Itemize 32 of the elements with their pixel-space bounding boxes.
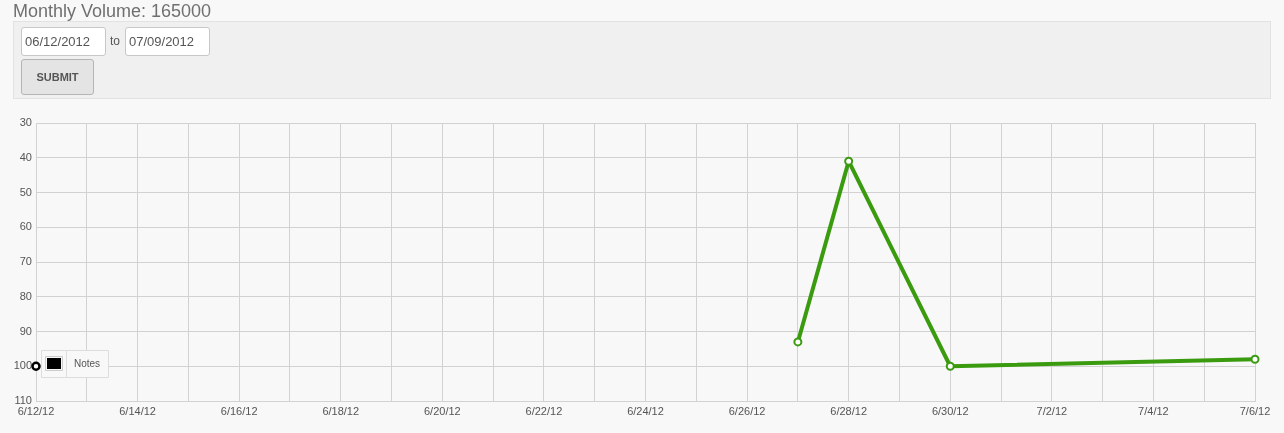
legend-label: Notes xyxy=(73,357,101,369)
x-tick-label: 6/22/12 xyxy=(525,404,563,417)
point xyxy=(945,361,955,371)
x-tick-label: 7/6/12 xyxy=(1239,404,1271,417)
point xyxy=(1250,354,1260,364)
x-tick-label: 6/30/12 xyxy=(931,404,969,417)
y-tick-label: 90 xyxy=(19,324,32,337)
point xyxy=(793,337,803,347)
x-tick-label: 6/12/12 xyxy=(17,404,55,417)
y-tick-label: 40 xyxy=(19,150,32,163)
x-tick-label: 7/2/12 xyxy=(1036,404,1068,417)
chart-title: Monthly Volume: 165000 xyxy=(13,0,212,22)
x-tick-label: 6/28/12 xyxy=(830,404,868,417)
date-field: 06/12/2012 xyxy=(21,27,106,56)
y-tick-label: 30 xyxy=(19,116,32,129)
point xyxy=(31,361,41,371)
y-tick-label: 80 xyxy=(19,289,32,302)
x-tick-label: 6/26/12 xyxy=(728,404,766,417)
date-field: 07/09/2012 xyxy=(125,27,210,56)
point xyxy=(844,156,854,166)
y-tick-label: 110 xyxy=(14,394,32,407)
text: to xyxy=(110,33,121,50)
x-tick-label: 6/16/12 xyxy=(220,404,258,417)
y-tick-label: 50 xyxy=(19,185,32,198)
x-tick-label: 6/14/12 xyxy=(119,404,156,417)
y-tick-label: 100 xyxy=(13,359,32,372)
x-tick-label: 6/18/12 xyxy=(322,404,360,417)
x-tick-label: 6/20/12 xyxy=(423,404,461,417)
y-tick-label: 70 xyxy=(19,255,32,268)
x-tick-label: 7/4/12 xyxy=(1138,404,1169,417)
y-tick-label: 60 xyxy=(19,220,32,233)
x-tick-label: 6/24/12 xyxy=(627,404,664,417)
